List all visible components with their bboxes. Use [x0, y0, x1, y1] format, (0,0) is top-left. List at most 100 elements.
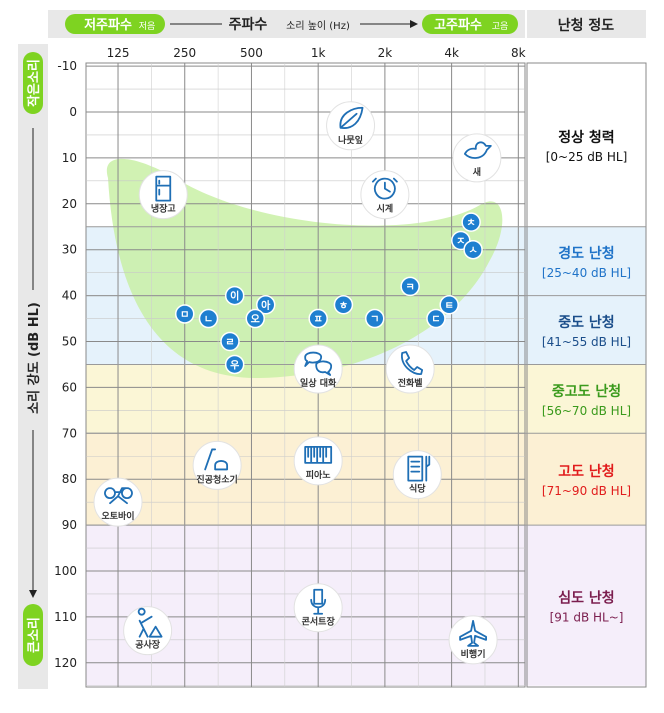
sound-marker-circle [448, 615, 498, 665]
low-freq-note: 저음 [139, 21, 156, 32]
phoneme-label: ㄴ [204, 315, 213, 326]
top-label: 작은소리 [26, 59, 42, 107]
header-degree-band [527, 10, 646, 38]
phoneme-label: ㅈ [456, 237, 465, 248]
sound-marker-circle [326, 101, 376, 151]
phoneme-label: ㄷ [431, 315, 440, 326]
sound-label: 피아노 [306, 469, 332, 481]
phoneme-label: ㄱ [370, 315, 379, 326]
fridge-icon [155, 175, 172, 202]
plot-border [85, 62, 526, 688]
top-label-pill [23, 52, 43, 114]
phoneme-label: ㅊ [467, 218, 476, 229]
y-tick-label: 110 [54, 610, 77, 624]
sound-label: 공사장 [135, 639, 161, 651]
sound-marker-circle [123, 606, 173, 656]
sound-marker-circle [293, 436, 343, 486]
sound-label: 일상 대화 [300, 377, 337, 389]
phoneme-label: 오 [251, 314, 260, 326]
bottom-label-pill [23, 604, 43, 666]
level-range: [91 dB HL~] [550, 610, 624, 624]
level-name: 고도 난청 [558, 463, 614, 480]
phoneme-dot [245, 308, 265, 329]
y-tick-label: 70 [62, 426, 77, 440]
phoneme-dot [426, 308, 446, 329]
phoneme-markers: ㅁ ㄴ 이아오 ㄹ우 ㅍ ㅎㄱ ㅋㄷㅌ ㅊㅈㅅ [174, 212, 483, 375]
phoneme-label: ㅍ [314, 315, 323, 326]
y-tick-label: 50 [62, 335, 77, 349]
sound-label: 시계 [377, 203, 394, 215]
y-tick-label: 0 [69, 105, 77, 119]
microphone-icon [310, 588, 327, 615]
phoneme-dot [365, 308, 385, 329]
leaf-icon [339, 106, 364, 129]
high-freq-note: 고음 [492, 21, 509, 32]
x-tick-label: 1k [311, 46, 326, 60]
phoneme-dot [224, 354, 245, 375]
sound-label: 전화벨 [398, 377, 423, 389]
x-tick-label: 500 [240, 46, 263, 60]
clock-icon [371, 177, 398, 200]
phoneme-dot [174, 304, 195, 324]
phoneme-label: ㅅ [468, 246, 477, 257]
y-tick-label: 100 [54, 564, 77, 578]
bottom-label: 큰소리 [26, 617, 42, 653]
y-tick-label: 40 [62, 289, 77, 303]
sound-label: 새 [473, 166, 481, 178]
degree-column-border [526, 62, 647, 688]
sound-label: 진공청소기 [196, 473, 237, 485]
phoneme-dot [198, 308, 219, 329]
freq-title-note: 소리 높이 (Hz) [286, 20, 350, 32]
y-tick-label: 120 [54, 656, 77, 670]
degree-title: 난청 정도 [558, 17, 615, 34]
phoneme-label: 아 [261, 299, 271, 312]
axis-arrow-head [29, 590, 37, 598]
high-freq-pill [422, 14, 518, 34]
phoneme-dot [400, 276, 420, 297]
phoneme-label: ㄹ [225, 338, 234, 349]
x-tick-label: 4k [444, 46, 459, 60]
sound-marker-circle [293, 344, 343, 394]
phoneme-dot [308, 308, 328, 329]
phoneme-dot [463, 239, 483, 260]
high-freq-label: 고주파수 [434, 18, 482, 33]
level-range: [25~40 dB HL] [542, 266, 631, 280]
chart-grid [85, 62, 647, 688]
sound-marker-circle [138, 170, 188, 220]
phoneme-dot [461, 212, 481, 232]
airplane-icon [459, 619, 487, 647]
freq-title: 주파수 [229, 17, 268, 33]
hearing-level-labels: 정상 청력 [0~25 dB HL] 경도 난청 [25~40 dB HL] 중도 난청… [542, 129, 631, 625]
level-name: 심도 난청 [558, 589, 614, 606]
x-tick-label: 250 [173, 46, 196, 60]
phoneme-label: ㅁ [180, 310, 189, 321]
sound-label: 오토바이 [101, 510, 134, 522]
sound-marker-circle [192, 440, 242, 490]
header-arrow-head [410, 20, 418, 28]
y-tick-label: 90 [62, 518, 77, 532]
bird-icon [463, 141, 492, 159]
x-tick-label: 125 [107, 46, 130, 60]
phoneme-dot [224, 285, 245, 306]
phoneme-label: ㅋ [406, 282, 415, 293]
phoneme-label: 우 [230, 359, 239, 371]
sound-label: 식당 [409, 483, 426, 495]
level-range: [56~70 dB HL] [542, 404, 631, 418]
low-freq-label: 저주파수 [84, 18, 132, 33]
sound-marker-circle [360, 170, 410, 220]
level-range: [71~90 dB HL] [542, 484, 631, 498]
phoneme-label: 이 [230, 290, 239, 303]
sound-label: 나뭇잎 [338, 134, 363, 146]
y-tick-label: 20 [62, 197, 77, 211]
y-tick-label: -10 [57, 59, 77, 73]
level-name: 중도 난청 [558, 314, 614, 331]
phone-icon [401, 351, 424, 375]
phoneme-dot [439, 295, 459, 315]
phoneme-dot [333, 295, 354, 315]
restaurant-icon [407, 455, 431, 482]
sound-marker-circle [385, 344, 435, 394]
vacuum-icon [204, 448, 229, 471]
level-band [86, 364, 646, 434]
